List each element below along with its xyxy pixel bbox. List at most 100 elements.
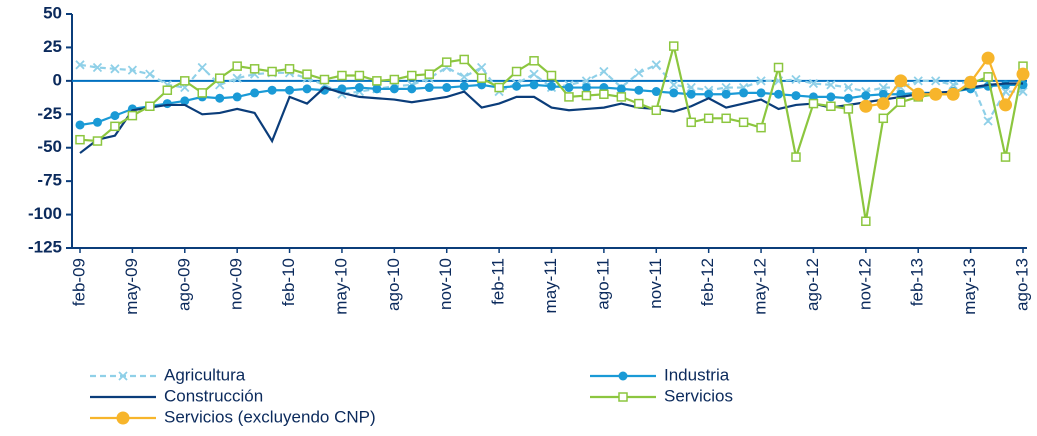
legend-marker — [618, 392, 628, 402]
marker — [1016, 67, 1030, 81]
marker — [878, 89, 888, 99]
x-tick-label: ago-09 — [174, 258, 193, 311]
marker — [931, 76, 941, 86]
marker — [651, 105, 662, 116]
marker — [808, 98, 819, 109]
marker — [826, 92, 836, 102]
marker — [110, 111, 120, 121]
legend-label: Construcción — [164, 386, 263, 405]
x-tick-label: nov-11 — [646, 258, 665, 309]
x-tick-label: feb-12 — [698, 258, 717, 306]
x-tick-label: ago-10 — [384, 258, 403, 311]
marker — [1000, 152, 1011, 162]
marker — [529, 80, 539, 90]
marker — [511, 66, 522, 77]
marker — [826, 101, 836, 112]
x-tick-label: feb-09 — [69, 258, 88, 306]
marker — [686, 117, 696, 128]
marker — [215, 93, 225, 103]
marker — [197, 62, 207, 73]
marker — [668, 41, 679, 51]
marker — [127, 110, 138, 121]
marker — [354, 83, 364, 93]
marker — [302, 84, 312, 94]
marker — [634, 98, 644, 109]
marker — [826, 80, 836, 90]
marker — [808, 78, 819, 89]
marker — [861, 91, 871, 101]
legend-marker — [118, 371, 128, 381]
marker — [424, 83, 434, 93]
marker — [197, 88, 207, 98]
marker — [878, 82, 888, 93]
marker — [756, 122, 766, 133]
marker — [686, 89, 696, 99]
marker — [145, 69, 155, 79]
marker — [75, 134, 85, 145]
marker — [564, 83, 574, 93]
x-tick-label: may-13 — [960, 258, 979, 315]
marker — [859, 99, 873, 113]
x-tick-label: feb-13 — [908, 258, 927, 306]
marker — [913, 76, 923, 86]
x-tick-label: may-09 — [122, 258, 141, 315]
marker — [634, 85, 644, 95]
marker — [145, 101, 155, 112]
marker — [791, 152, 801, 162]
marker — [546, 70, 557, 81]
marker — [459, 54, 469, 65]
marker — [547, 81, 556, 91]
marker — [669, 88, 679, 98]
marker — [372, 84, 382, 94]
marker — [162, 85, 173, 95]
y-tick-label: -75 — [37, 171, 62, 190]
legend-marker — [116, 411, 130, 425]
marker — [337, 70, 347, 81]
marker — [1000, 86, 1011, 97]
marker — [581, 83, 591, 93]
legend-label: Servicios — [664, 386, 733, 405]
marker — [616, 84, 626, 94]
legend-label: Agricultura — [164, 365, 246, 384]
y-tick-label: 0 — [53, 70, 62, 89]
marker — [721, 113, 731, 124]
marker — [441, 57, 452, 67]
marker — [442, 83, 452, 93]
marker — [267, 85, 277, 95]
marker — [162, 99, 172, 109]
marker — [616, 92, 627, 102]
marker — [774, 89, 784, 99]
marker — [581, 76, 592, 86]
marker — [459, 81, 469, 91]
y-tick-label: -50 — [37, 137, 62, 156]
marker — [564, 92, 574, 102]
x-tick-label: nov-09 — [227, 258, 246, 310]
marker — [894, 74, 908, 88]
marker — [756, 76, 766, 86]
marker — [651, 87, 661, 97]
marker — [738, 117, 749, 128]
series — [859, 51, 1030, 113]
marker — [407, 84, 417, 94]
marker — [407, 70, 417, 81]
marker — [232, 92, 242, 102]
marker — [249, 64, 260, 74]
marker — [739, 88, 749, 98]
marker — [529, 69, 539, 79]
x-tick-label: nov-12 — [855, 258, 874, 310]
marker — [983, 116, 993, 126]
marker — [389, 74, 400, 85]
marker — [791, 91, 801, 101]
marker — [964, 75, 978, 89]
x-tick-label: ago-11 — [593, 258, 612, 310]
marker — [267, 66, 277, 77]
marker — [476, 73, 487, 83]
legend-label: Servicios (excluyendo CNP) — [164, 407, 376, 426]
marker — [302, 69, 312, 79]
marker — [214, 73, 225, 83]
x-tick-label: may-12 — [751, 258, 770, 315]
x-tick-label: may-11 — [541, 258, 560, 313]
series-line — [865, 55, 1024, 108]
